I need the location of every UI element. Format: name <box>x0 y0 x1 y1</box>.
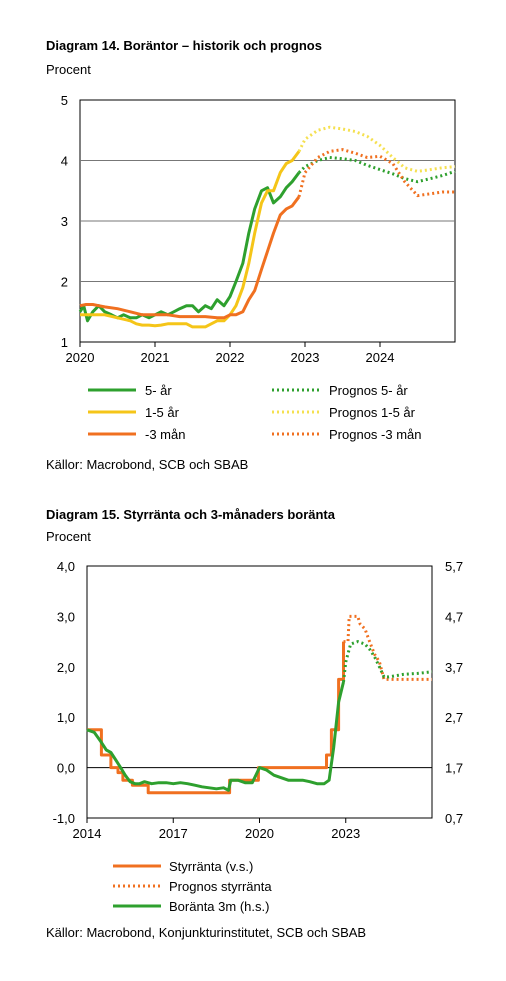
legend-label: Prognos -3 mån <box>329 427 422 442</box>
chart14-unit: Procent <box>46 62 91 77</box>
y-left-tick-label: 3,0 <box>57 609 75 624</box>
y-tick-label: 1 <box>61 335 68 350</box>
series-line-prognos-1-5-år <box>297 125 456 173</box>
legend-label: Styrränta (v.s.) <box>169 859 253 874</box>
chart14-svg: 1 2 3 4 5 2020 2021 2022 2023 2024 5- år 1-5 år -3… <box>61 93 456 442</box>
y-tick-label: 3 <box>61 214 68 229</box>
chart15-title: Diagram 15. Styrränta och 3-månaders bor… <box>46 507 335 522</box>
y-left-tick-label: 0,0 <box>57 761 75 776</box>
x-tick-label: 2021 <box>141 350 170 365</box>
chart15-source: Källor: Macrobond, Konjunkturinstitutet,… <box>46 925 367 940</box>
y-right-tick-label: 1,7 <box>445 761 463 776</box>
legend-label: Prognos 5- år <box>329 383 408 398</box>
y-left-tick-label: -1,0 <box>53 811 75 826</box>
y-tick-label: 4 <box>61 154 68 169</box>
x-tick-label: 2022 <box>216 350 245 365</box>
y-left-tick-label: 1,0 <box>57 710 75 725</box>
y-left-tick-label: 2,0 <box>57 660 75 675</box>
x-tick-label: 2014 <box>73 826 102 841</box>
legend-label: 1-5 år <box>145 405 180 420</box>
series-line-prognos-3-mån <box>297 148 455 198</box>
x-tick-label: 2023 <box>291 350 320 365</box>
series-line-prognos-styrränta <box>343 614 432 681</box>
chart14-title: Diagram 14. Boräntor – historik och prog… <box>46 38 322 53</box>
legend-label: Boränta 3m (h.s.) <box>169 899 269 914</box>
legend-label: -3 mån <box>145 427 185 442</box>
series-line-boränta-3m-h-s <box>86 681 345 792</box>
x-tick-label: 2024 <box>366 350 395 365</box>
y-right-tick-label: 0,7 <box>445 811 463 826</box>
series-line-1-5-år <box>80 150 301 329</box>
y-right-tick-label: 4,7 <box>445 609 463 624</box>
series-line-styrränta-v-s <box>87 641 345 795</box>
chart15-svg: 4,0 3,0 2,0 1,0 0,0 -1,0 5,7 4,7 3,7 2,7 1,7 0,7 20… <box>53 559 463 914</box>
series-line-5-år <box>78 171 301 323</box>
legend-label: 5- år <box>145 383 172 398</box>
chart15-unit: Procent <box>46 529 91 544</box>
series-line-3-mån <box>79 195 301 320</box>
y-right-tick-label: 3,7 <box>445 660 463 675</box>
x-tick-label: 2020 <box>66 350 95 365</box>
y-right-tick-label: 2,7 <box>445 710 463 725</box>
x-tick-label: 2017 <box>159 826 188 841</box>
x-tick-label: 2023 <box>331 826 360 841</box>
y-right-tick-label: 5,7 <box>445 559 463 574</box>
series-line-prognos-boränta-3m <box>342 640 433 683</box>
legend-label: Prognos 1-5 år <box>329 405 416 420</box>
y-tick-label: 5 <box>61 93 68 108</box>
y-tick-label: 2 <box>61 275 68 290</box>
chart14-source: Källor: Macrobond, SCB och SBAB <box>46 457 249 472</box>
series-line-prognos-5-år <box>297 156 456 184</box>
y-left-tick-label: 4,0 <box>57 559 75 574</box>
x-tick-label: 2020 <box>245 826 274 841</box>
legend-label: Prognos styrränta <box>169 879 272 894</box>
